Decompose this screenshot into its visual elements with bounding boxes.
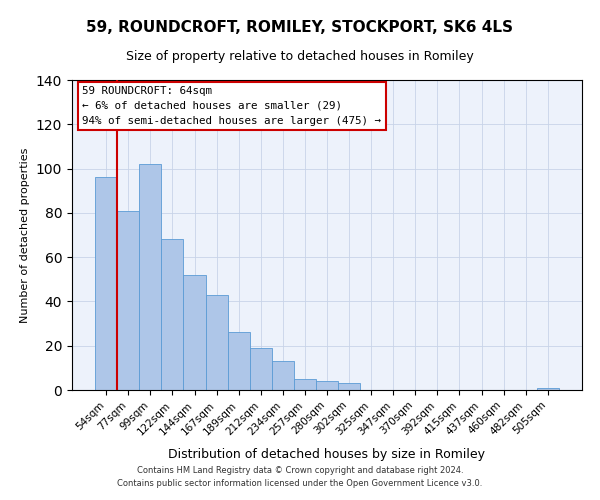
Text: 59, ROUNDCROFT, ROMILEY, STOCKPORT, SK6 4LS: 59, ROUNDCROFT, ROMILEY, STOCKPORT, SK6 … [86,20,514,35]
Y-axis label: Number of detached properties: Number of detached properties [20,148,31,322]
Bar [139,164,161,390]
Bar [184,275,206,390]
X-axis label: Distribution of detached houses by size in Romiley: Distribution of detached houses by size … [169,448,485,460]
Bar [95,178,117,390]
Text: Contains HM Land Registry data © Crown copyright and database right 2024.
Contai: Contains HM Land Registry data © Crown c… [118,466,482,487]
Text: Size of property relative to detached houses in Romiley: Size of property relative to detached ho… [126,50,474,63]
Bar [117,210,139,390]
Bar [206,295,227,390]
Bar [316,381,338,390]
Bar [537,388,559,390]
Bar [161,240,184,390]
Text: 59 ROUNDCROFT: 64sqm
← 6% of detached houses are smaller (29)
94% of semi-detach: 59 ROUNDCROFT: 64sqm ← 6% of detached ho… [82,86,381,126]
Bar [338,384,360,390]
Bar [272,361,294,390]
Bar [250,348,272,390]
Bar [294,379,316,390]
Bar [227,332,250,390]
